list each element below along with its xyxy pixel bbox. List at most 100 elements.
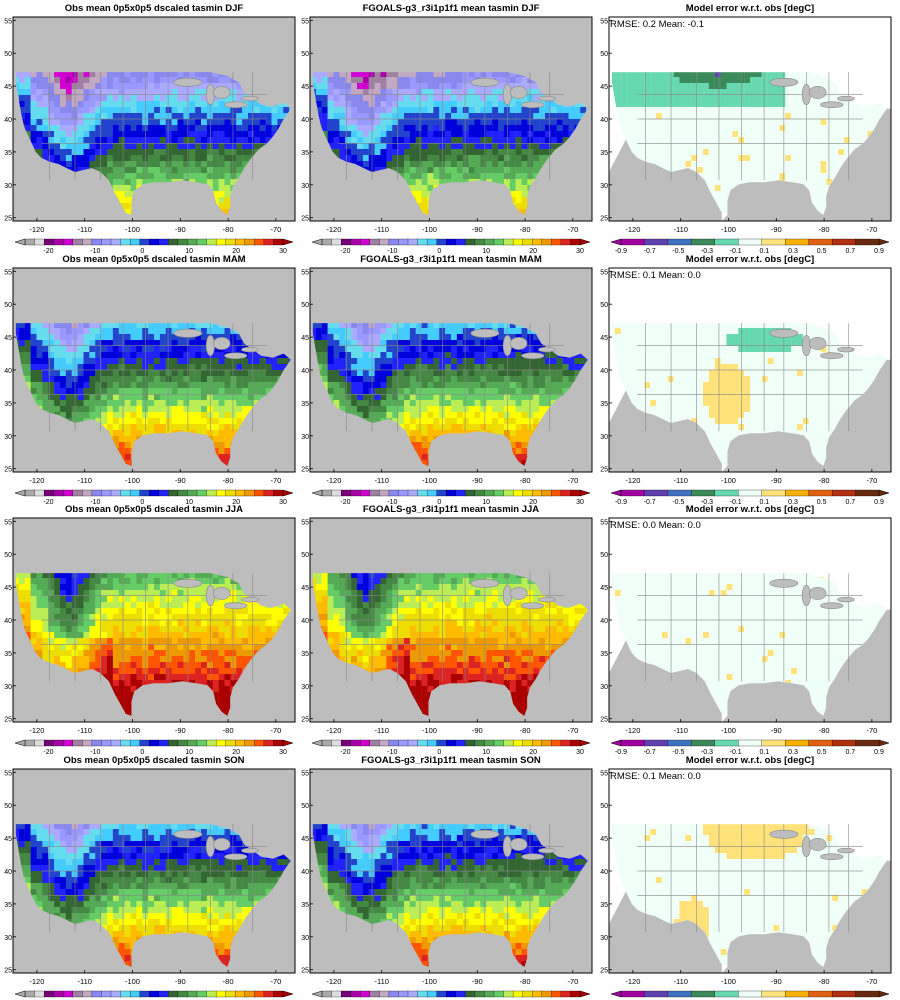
field-cell xyxy=(404,72,411,78)
field-cell xyxy=(767,142,774,150)
field-cell xyxy=(832,94,839,102)
field-cell xyxy=(200,179,208,186)
field-cell xyxy=(650,106,657,114)
field-cell xyxy=(515,106,522,114)
field-cell xyxy=(620,88,627,96)
colorbar-swatch xyxy=(72,238,83,246)
field-cell xyxy=(451,119,458,126)
field-cell xyxy=(797,88,804,96)
field-cell xyxy=(533,112,540,120)
field-cell xyxy=(118,160,125,168)
field-cell xyxy=(679,76,686,84)
field-cell xyxy=(248,119,255,126)
field-cell xyxy=(356,136,364,144)
field-cell xyxy=(498,148,505,156)
field-cell xyxy=(838,131,845,138)
field-cell xyxy=(468,101,475,108)
field-cell xyxy=(720,185,727,192)
field-cell xyxy=(779,148,786,156)
field-cell xyxy=(118,148,125,156)
field-cell xyxy=(224,82,231,90)
field-cell xyxy=(744,172,751,180)
field-cell xyxy=(24,82,31,90)
field-cell xyxy=(661,131,668,138)
field-cell xyxy=(339,88,346,96)
field-cell xyxy=(611,76,616,84)
field-cell xyxy=(568,131,575,138)
field-cell xyxy=(154,119,161,126)
field-cell xyxy=(195,172,202,180)
field-cell xyxy=(159,112,166,120)
field-cell xyxy=(345,112,352,120)
field-cell xyxy=(356,124,364,132)
y-tick-label: 50 xyxy=(4,51,12,58)
field-cell xyxy=(679,124,686,132)
field-cell xyxy=(685,148,692,156)
field-cell xyxy=(861,112,868,120)
field-cell xyxy=(755,136,762,144)
field-cell xyxy=(492,172,499,180)
colorbar-swatch xyxy=(273,238,284,246)
field-cell xyxy=(855,119,862,126)
field-cell xyxy=(236,167,243,174)
field-cell xyxy=(218,190,225,198)
colorbar-swatch xyxy=(177,238,188,246)
field-cell xyxy=(42,119,49,126)
field-cell xyxy=(230,82,237,90)
great-lake xyxy=(538,95,556,102)
field-cell xyxy=(550,101,557,108)
colorbar-swatch xyxy=(474,238,485,246)
field-cell xyxy=(744,148,751,156)
field-cell xyxy=(89,76,96,84)
field-cell xyxy=(333,136,340,144)
field-cell xyxy=(611,72,616,78)
field-cell xyxy=(539,131,546,138)
field-cell xyxy=(136,124,143,132)
field-cell xyxy=(189,136,196,144)
field-cell xyxy=(650,82,657,90)
field-cell xyxy=(832,154,839,162)
field-cell xyxy=(673,167,680,174)
field-cell xyxy=(362,101,369,108)
field-cell xyxy=(95,154,102,162)
field-cell xyxy=(159,94,166,102)
field-cell xyxy=(744,142,751,150)
field-cell xyxy=(409,82,416,90)
field-cell xyxy=(421,142,428,150)
field-cell xyxy=(445,112,452,120)
field-cell xyxy=(580,106,587,114)
field-cell xyxy=(48,112,55,120)
field-cell xyxy=(650,148,657,156)
field-cell xyxy=(136,142,143,150)
field-cell xyxy=(312,76,317,84)
field-cell xyxy=(503,72,510,78)
field-cell xyxy=(732,131,739,138)
field-cell xyxy=(177,131,184,138)
field-cell xyxy=(480,154,487,162)
field-cell xyxy=(445,76,452,84)
field-cell xyxy=(539,124,546,132)
field-cell xyxy=(154,148,161,156)
field-cell xyxy=(445,136,452,144)
field-cell xyxy=(650,131,657,138)
field-cell xyxy=(95,124,102,132)
field-cell xyxy=(118,119,125,126)
field-cell xyxy=(200,136,208,144)
field-cell xyxy=(24,119,31,126)
field-cell xyxy=(545,136,552,144)
field-cell xyxy=(206,124,213,132)
field-cell xyxy=(154,112,161,120)
field-cell xyxy=(24,112,31,120)
colorbar-tick-label: 30 xyxy=(279,248,287,255)
field-cell xyxy=(159,72,166,78)
field-cell xyxy=(720,72,727,78)
field-cell xyxy=(218,131,225,138)
field-cell xyxy=(65,160,72,168)
field-cell xyxy=(54,94,61,102)
field-cell xyxy=(404,136,411,144)
field-cell xyxy=(130,88,137,96)
colorbar-swatch xyxy=(560,238,571,246)
field-cell xyxy=(626,131,633,138)
field-cell xyxy=(826,106,833,114)
field-cell xyxy=(720,167,727,174)
